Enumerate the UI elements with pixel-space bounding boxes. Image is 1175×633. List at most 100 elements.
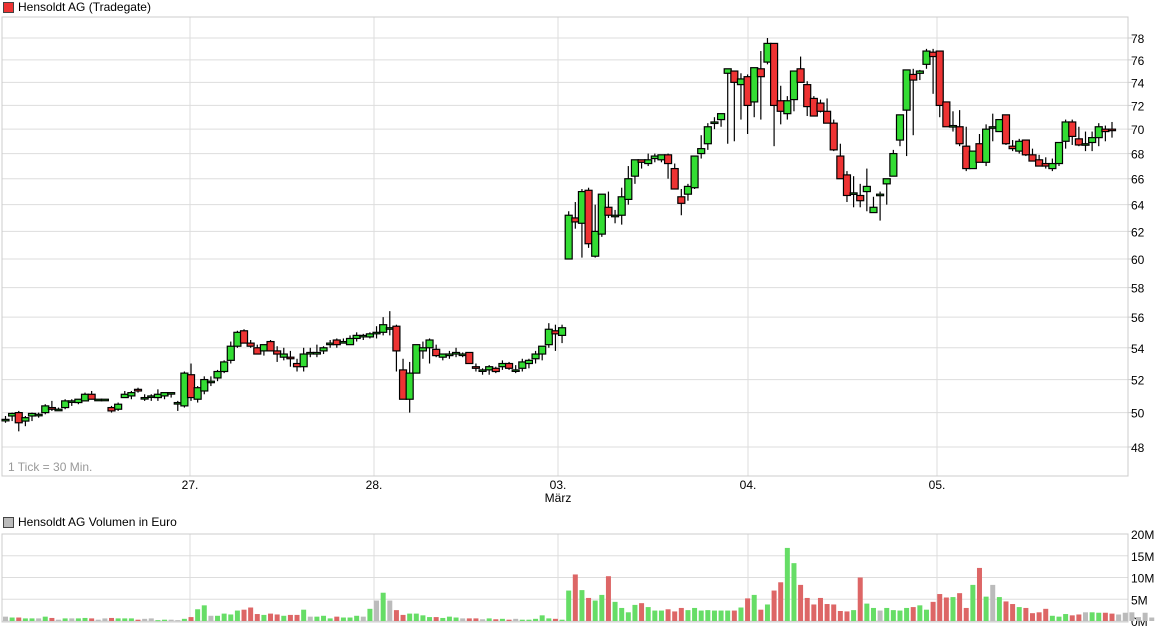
candle	[657, 154, 666, 161]
candle	[524, 359, 534, 365]
candle	[604, 206, 613, 216]
volume-bar	[1063, 614, 1069, 621]
candle	[306, 351, 315, 355]
price-axis-label: 52	[1131, 374, 1145, 388]
candle	[458, 353, 467, 357]
candle	[27, 412, 37, 417]
volume-bar	[195, 609, 201, 621]
candle	[332, 339, 341, 346]
candle	[597, 193, 606, 235]
volume-bar	[241, 609, 247, 621]
volume-bar	[29, 618, 35, 621]
candle	[1081, 143, 1090, 146]
candle	[412, 344, 421, 374]
volume-bar	[996, 597, 1002, 621]
price-axis-label: 76	[1131, 54, 1145, 68]
candle	[703, 126, 712, 145]
volume-bar	[837, 610, 843, 621]
volume-bar	[519, 619, 525, 621]
candle	[690, 155, 699, 189]
volume-bar	[778, 582, 784, 621]
volume-bar	[559, 619, 565, 621]
volume-bar	[347, 617, 353, 621]
candle	[445, 353, 454, 357]
candle	[206, 380, 215, 384]
candle	[710, 121, 719, 125]
volume-bar	[16, 617, 22, 621]
candle	[922, 50, 931, 65]
volume-bar	[128, 618, 134, 621]
volume-bar	[400, 614, 406, 621]
candle	[955, 126, 964, 145]
tick-interval-note: 1 Tick = 30 Min.	[8, 460, 92, 474]
volume-bar	[393, 610, 399, 621]
price-axis-label: 72	[1131, 99, 1145, 113]
candle	[220, 361, 229, 373]
volume-bar	[552, 618, 558, 621]
candle	[1008, 145, 1017, 150]
volume-bar	[1023, 607, 1029, 621]
volume-bar	[990, 584, 996, 621]
candle	[193, 387, 202, 400]
volume-bar	[798, 584, 804, 621]
candle	[677, 196, 686, 204]
candle	[160, 392, 169, 397]
volume-bar	[738, 607, 744, 621]
volume-bar	[1043, 608, 1049, 621]
candle	[1101, 128, 1110, 133]
volume-bar	[380, 592, 386, 621]
volume-bar	[122, 618, 128, 621]
volume-bar	[546, 618, 552, 621]
candle	[948, 124, 958, 128]
candle	[584, 189, 593, 245]
volume-bar	[857, 577, 863, 621]
candle	[1035, 159, 1044, 167]
candle	[471, 366, 481, 369]
candle	[750, 67, 759, 103]
volume-bar	[148, 618, 154, 621]
candle	[650, 155, 659, 160]
candle	[942, 101, 951, 128]
candle	[359, 334, 368, 338]
price-axis-label: 50	[1131, 407, 1145, 421]
volume-bar	[1010, 604, 1016, 621]
volume-bar	[49, 617, 55, 621]
candle	[180, 372, 189, 407]
volume-bar	[804, 597, 810, 621]
volume-bar	[294, 614, 300, 621]
volume-axis-label: 15M	[1131, 550, 1154, 564]
volume-axis-label: 5M	[1131, 593, 1148, 607]
volume-bar	[1102, 612, 1108, 621]
volume-bar	[228, 614, 234, 621]
candle	[352, 334, 361, 340]
volume-bar	[652, 610, 658, 621]
time-axis-label: 27.	[182, 478, 199, 492]
candle	[849, 192, 858, 195]
candle	[624, 178, 633, 200]
candle	[120, 393, 129, 399]
volume-bar	[731, 610, 737, 621]
candle	[1041, 162, 1050, 167]
candle	[259, 344, 269, 352]
candle	[286, 356, 295, 360]
volume-bar	[493, 619, 499, 621]
candle	[842, 174, 852, 197]
volume-bar	[930, 601, 936, 621]
volume-axis-label: 10M	[1131, 572, 1154, 586]
candle	[1088, 137, 1097, 144]
volume-bar	[367, 608, 373, 621]
candle	[1107, 128, 1117, 132]
volume-bar	[632, 604, 638, 621]
volume-bar	[870, 607, 876, 621]
volume-bar	[201, 605, 207, 621]
volume-bar	[970, 584, 976, 621]
candle	[74, 398, 83, 404]
candle	[822, 110, 832, 124]
volume-bar	[904, 607, 910, 621]
price-axis-label: 64	[1131, 199, 1145, 213]
candle	[233, 331, 242, 347]
volume-bar	[115, 618, 121, 621]
candle	[875, 193, 885, 197]
time-axis-label: 28.	[366, 478, 383, 492]
candle	[54, 408, 63, 412]
